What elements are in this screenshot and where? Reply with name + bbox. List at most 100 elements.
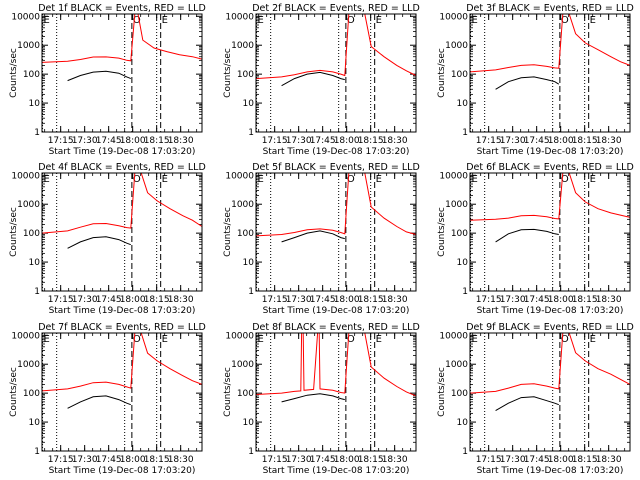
x-tick-label: 17:45 [96, 455, 122, 465]
x-tick-label: 18:00 [334, 136, 360, 146]
y-axis-label: Counts/sec [223, 207, 233, 257]
detector-panel: Det 9f BLACK = Events, RED = LLD 1 10 100 10… [437, 322, 634, 476]
detector-panel: Det 3f BLACK = Events, RED = LLD 1 10 100 10… [437, 3, 634, 157]
time-marker-label: E [590, 174, 596, 185]
panel-title: Det 4f BLACK = Events, RED = LLD [38, 162, 206, 173]
x-tick-label: 17:30 [72, 455, 98, 465]
x-tick-label: 17:15 [476, 136, 502, 146]
x-tick-label: 17:15 [262, 136, 288, 146]
x-axis-label: Start Time (19-Dec-08 17:03:20) [49, 306, 196, 316]
lld-series-line [255, 332, 417, 397]
y-tick-label: 1000 [231, 360, 254, 370]
x-tick-label: 17:45 [524, 136, 550, 146]
lld-series-line [255, 13, 417, 80]
y-tick-label: 10000 [225, 171, 254, 181]
y-tick-label: 10000 [11, 331, 40, 341]
y-tick-label: 100 [23, 70, 40, 80]
x-tick-label: 17:15 [48, 136, 74, 146]
x-tick-label: 18:15 [572, 455, 598, 465]
events-series-line [67, 395, 131, 409]
plot-frame [255, 13, 417, 133]
x-tick-label: 18:30 [168, 136, 194, 146]
time-marker-label: E [258, 334, 264, 345]
time-marker-label: O [561, 15, 569, 26]
panel-title: Det 5f BLACK = Events, RED = LLD [252, 162, 420, 173]
y-tick-label: 10000 [439, 12, 468, 22]
panel-title: Det 6f BLACK = Events, RED = LLD [466, 162, 634, 173]
x-tick-label: 18:00 [334, 455, 360, 465]
y-tick-label: 10000 [225, 12, 254, 22]
lld-series-line [41, 172, 203, 234]
time-marker-label: O [133, 334, 141, 345]
y-tick-label: 100 [23, 229, 40, 239]
events-series-line [281, 71, 345, 87]
detector-panel: Det 2f BLACK = Events, RED = LLD 1 10 100 10… [223, 3, 420, 157]
detector-panel: Det 8f BLACK = Events, RED = LLD 1 10 100 10… [223, 322, 420, 476]
x-tick-label: 17:30 [286, 136, 312, 146]
events-series-line [495, 396, 559, 412]
x-tick-label: 18:15 [358, 455, 384, 465]
events-series-line [67, 70, 131, 82]
x-tick-label: 17:45 [96, 136, 122, 146]
y-tick-label: 10 [457, 418, 469, 428]
x-tick-label: 18:00 [120, 136, 146, 146]
y-tick-label: 10 [29, 418, 41, 428]
x-tick-label: 18:00 [548, 295, 574, 305]
x-tick-label: 17:30 [500, 295, 526, 305]
x-tick-label: 17:30 [286, 295, 312, 305]
plot-frame [41, 332, 203, 452]
y-tick-label: 1000 [231, 41, 254, 51]
y-tick-label: 1 [462, 287, 468, 297]
time-marker-label: E [162, 174, 168, 185]
x-axis-label: Start Time (19-Dec-08 17:03:20) [263, 147, 410, 157]
detector-panel: Det 1f BLACK = Events, RED = LLD 1 10 100 10… [9, 3, 206, 157]
x-tick-label: 17:45 [524, 295, 550, 305]
lld-series-line [41, 13, 203, 63]
x-tick-label: 17:15 [476, 295, 502, 305]
y-tick-label: 1000 [231, 200, 254, 210]
y-tick-label: 1 [462, 128, 468, 138]
x-tick-label: 18:30 [596, 295, 622, 305]
time-marker-label: E [162, 15, 168, 26]
time-marker-label: E [590, 334, 596, 345]
detector-panel: Det 6f BLACK = Events, RED = LLD 1 10 100 10… [437, 162, 634, 316]
panel-title: Det 3f BLACK = Events, RED = LLD [466, 3, 634, 14]
time-marker-label: O [561, 174, 569, 185]
plot-frame [41, 172, 203, 292]
time-marker-label: E [376, 15, 382, 26]
y-axis-label: Counts/sec [437, 367, 447, 417]
y-tick-label: 1000 [17, 360, 40, 370]
lld-series-line [255, 172, 417, 237]
y-tick-label: 100 [237, 389, 254, 399]
y-tick-label: 10 [243, 99, 255, 109]
time-marker-label: O [347, 15, 355, 26]
lld-series-line [469, 13, 631, 73]
lld-series-line [469, 172, 631, 221]
y-tick-label: 10000 [11, 171, 40, 181]
x-tick-label: 17:30 [500, 455, 526, 465]
x-axis-label: Start Time (19-Dec-08 17:03:20) [263, 466, 410, 476]
y-axis-label: Counts/sec [437, 48, 447, 98]
time-marker-label: O [347, 334, 355, 345]
y-tick-label: 1 [248, 128, 254, 138]
time-marker-label: O [133, 174, 141, 185]
x-tick-label: 18:15 [144, 295, 170, 305]
y-tick-label: 1 [462, 447, 468, 457]
y-tick-label: 100 [451, 389, 468, 399]
x-tick-label: 17:30 [500, 136, 526, 146]
x-tick-label: 17:15 [262, 295, 288, 305]
y-tick-label: 1000 [445, 360, 468, 370]
detector-panel: Det 5f BLACK = Events, RED = LLD 1 10 100 10… [223, 162, 420, 316]
y-tick-label: 1000 [445, 41, 468, 51]
x-tick-label: 17:30 [286, 455, 312, 465]
x-tick-label: 18:00 [334, 295, 360, 305]
x-axis-label: Start Time (19-Dec-08 17:03:20) [477, 466, 624, 476]
plot-frame [469, 13, 631, 133]
x-tick-label: 17:30 [72, 295, 98, 305]
x-tick-label: 17:45 [310, 136, 336, 146]
panel-title: Det 2f BLACK = Events, RED = LLD [252, 3, 420, 14]
time-marker-label: E [472, 334, 478, 345]
x-tick-label: 18:15 [144, 455, 170, 465]
x-tick-label: 18:30 [168, 455, 194, 465]
x-axis-label: Start Time (19-Dec-08 17:03:20) [477, 147, 624, 157]
